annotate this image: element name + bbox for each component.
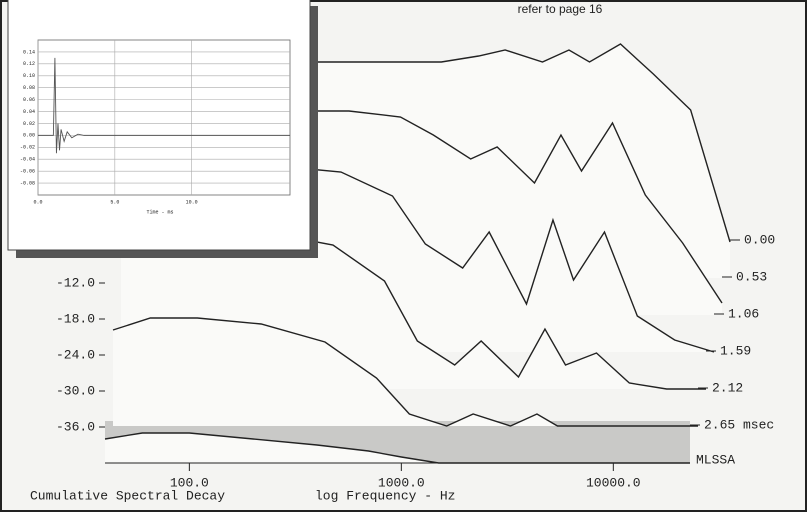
z-tick-label: 1.06 <box>728 306 759 321</box>
impulse-line <box>38 57 290 154</box>
y-tick-label: -0.02 <box>20 145 35 151</box>
z-tick-label: 2.65 msec <box>704 417 774 432</box>
x-tick-label: 1000.0 <box>378 475 425 490</box>
y-tick-label: -0.08 <box>20 180 35 186</box>
y-tick-label: -12.0 <box>56 275 95 290</box>
slice-fill <box>113 318 698 426</box>
x-tick-label: 10.0 <box>186 199 198 205</box>
y-tick-label: 0.00 <box>23 133 35 139</box>
y-tick-label: -0.04 <box>20 157 35 163</box>
inset-chart: Time - ms 0.0 5.0 10.0 0.14 0.12 0.10 0.08 0.06… <box>20 39 291 215</box>
y-tick-label: 0.08 <box>23 85 35 91</box>
y-tick-label: 0.06 <box>23 97 35 103</box>
y-tick-label: -0.06 <box>20 168 35 174</box>
x-tick-label: 100.0 <box>170 475 209 490</box>
note: refer to page 16 <box>518 2 603 16</box>
y-tick-label: -36.0 <box>56 419 95 434</box>
y-tick-label: 0.02 <box>23 121 35 127</box>
y-tick-label: 0.12 <box>23 61 35 67</box>
z-tick-label: 1.59 <box>720 343 751 358</box>
inset-x-label: Time - ms <box>146 209 173 215</box>
x-tick-label: 0.0 <box>33 199 42 205</box>
x-axis-label: log Frequency - Hz <box>315 488 455 503</box>
y-tick-label: 0.14 <box>23 49 35 55</box>
z-tick-label: 2.12 <box>712 380 743 395</box>
x-tick-label: 10000.0 <box>586 475 641 490</box>
x-tick-label: 5.0 <box>110 199 119 205</box>
y-tick-label: -24.0 <box>56 347 95 362</box>
slice-fill <box>105 433 690 463</box>
annotation: MLSSA <box>696 452 735 467</box>
z-tick-label: 0.00 <box>744 232 775 247</box>
y-tick-label: -18.0 <box>56 311 95 326</box>
z-tick-label: 0.53 <box>736 269 767 284</box>
y-tick-label: 0.04 <box>23 109 35 115</box>
y-tick-label: 0.10 <box>23 73 35 79</box>
chart-title: Cumulative Spectral Decay <box>30 488 225 503</box>
decay-slice <box>112 317 698 427</box>
y-tick-label: -30.0 <box>56 383 95 398</box>
